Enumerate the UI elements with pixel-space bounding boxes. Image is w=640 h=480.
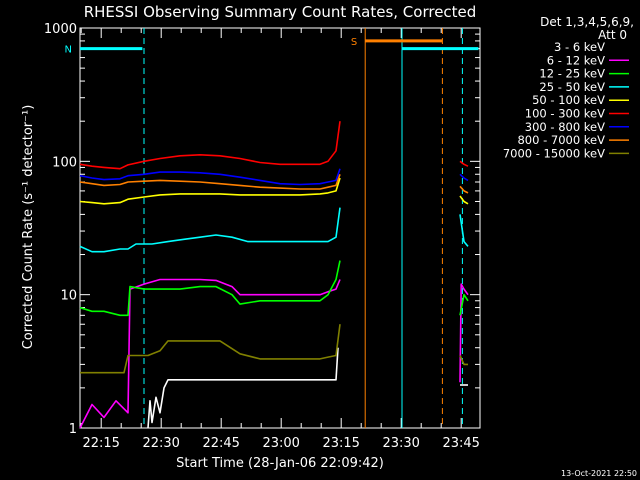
series-line-2 [79, 278, 341, 429]
series-line-2 [459, 283, 469, 383]
x-tick-label: 22:15 [82, 436, 119, 451]
legend-label: 50 - 100 keV [532, 93, 605, 107]
y-tick-label: 1000 [44, 22, 77, 37]
series-line-8 [79, 174, 341, 190]
legend-label: 25 - 50 keV [539, 80, 605, 94]
legend-label: 12 - 25 keV [539, 67, 605, 81]
legend-label: 800 - 7000 keV [517, 133, 605, 147]
series-line-7 [459, 173, 469, 182]
series-line-6 [79, 121, 341, 170]
y-tick-label: 10 [60, 289, 77, 304]
legend-header-attenuator: Att 0 [598, 28, 627, 42]
legend-label: 3 - 6 keV [554, 40, 605, 54]
x-tick-label: 22:45 [202, 436, 239, 451]
annotation-label: N [65, 45, 72, 56]
legend-label: 300 - 800 keV [525, 120, 605, 134]
series-line-9 [459, 355, 468, 366]
series-line-4 [79, 207, 341, 253]
series-line-7 [79, 168, 341, 186]
x-tick-label: 23:30 [382, 436, 419, 451]
x-tick-label: 23:15 [322, 436, 359, 451]
legend-label: 7000 - 15000 keV [503, 146, 605, 160]
footer-timestamp: 13-Oct-2021 22:50 [561, 469, 637, 478]
series-line-5 [459, 195, 469, 205]
series-line-8 [459, 185, 469, 194]
series-line-4 [459, 214, 469, 247]
plot-layer: 1 10 100 1000 22:15 22:30 22:45 23:00 23:15 23:30… [44, 22, 629, 451]
chart-title: RHESSI Observing Summary Count Rates, Co… [84, 3, 477, 21]
series-line-3 [79, 260, 341, 317]
series-line-6 [459, 160, 469, 167]
series-line-9 [80, 324, 341, 374]
legend-label: 100 - 300 keV [525, 107, 605, 121]
x-axis-label: Start Time (28-Jan-06 22:09:42) [176, 456, 384, 471]
annotation-label: S [351, 37, 357, 48]
x-tick-label: 23:45 [442, 436, 479, 451]
plot-frame [79, 27, 481, 429]
series-line-3 [459, 293, 469, 316]
x-tick-label: 22:30 [142, 436, 179, 451]
y-axis-label: Corrected Count Rate (s⁻¹ detector⁻¹) [21, 105, 36, 350]
series-line-5 [79, 177, 341, 205]
legend-header-detectors: Det 1,3,4,5,6,9, [540, 15, 634, 29]
x-tick-label: 23:00 [262, 436, 299, 451]
legend-label: 6 - 12 keV [547, 53, 605, 67]
y-tick-label: 1 [69, 422, 77, 437]
y-tick-label: 100 [52, 155, 77, 170]
series-line-1 [147, 347, 339, 429]
